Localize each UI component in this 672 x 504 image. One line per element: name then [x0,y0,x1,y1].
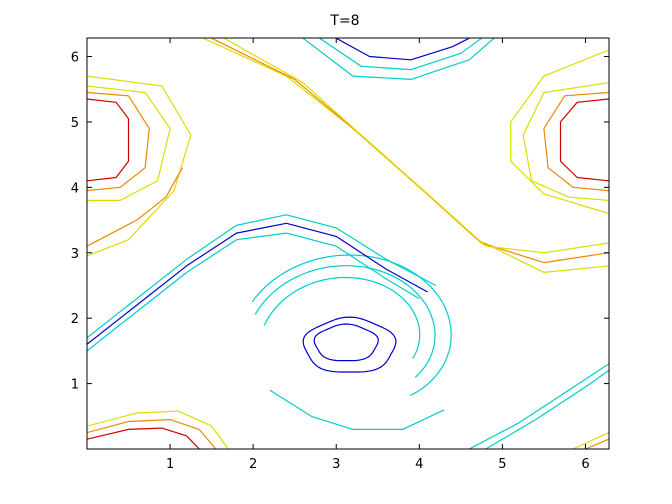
chart-title: T=8 [329,13,359,29]
contour-line-top-low [335,38,470,61]
contour-line-high-bottom-right [585,438,609,449]
contour-lines [87,38,609,449]
y-tick-label: 6 [71,51,79,66]
contour-line-high-left [87,91,150,192]
y-tick-label: 5 [71,116,79,131]
x-tick-label: 1 [166,457,174,472]
contour-line-low-mid-edge [485,370,609,449]
contour-line-high-bottom [87,419,217,449]
contour-line-low-mid [254,265,436,378]
contour-line-high-mid-left [87,85,171,201]
contour-line-low-mid-edge [468,363,609,449]
x-tick-label: 4 [415,457,423,472]
contour-line-low-mid-tail [269,389,445,430]
x-tick-label: 5 [498,457,506,472]
y-tick-label: 3 [71,247,79,262]
contour-line-top-low-mid [302,38,495,80]
y-tick-label: 2 [71,312,79,327]
contour-line-low-mid-arm [87,214,437,339]
contour-line-peak-bottom [87,427,200,449]
contour-line-high-mid-bottom [87,410,229,449]
plot-area [87,38,609,449]
contour-line-low-mid [263,276,421,359]
contour-line-high-mid-right-arm [510,49,609,215]
contour-line-low-mid-arm [87,232,420,352]
x-tick-label: 6 [581,457,589,472]
contour-line-top-low-mid [319,38,482,71]
contour-line-high-right [543,91,609,192]
y-tick-label: 1 [71,378,79,393]
y-axis-ticks: 1 2 3 4 5 6 [71,51,609,393]
contour-line-low [302,316,397,373]
contour-line-high-mid-left-arm [87,75,192,257]
contour-line-peak-left [87,98,130,182]
contour-line-low-inner [313,323,379,362]
contour-line-high-mid-bottom-right [572,432,609,449]
y-tick-label: 4 [71,181,79,196]
x-tick-label: 2 [249,457,257,472]
contour-line-low-arm [87,222,428,345]
x-axis-ticks: 1 2 3 4 5 6 [166,38,590,472]
axes-box [86,37,610,450]
contour-line-peak-right [559,98,609,182]
contour-line-diagonal-high-mid [223,38,609,254]
contour-line-high-left-arm [87,167,184,247]
contour-line-high-mid-right [522,82,609,201]
contour-line-low-mid [251,254,452,397]
x-tick-label: 3 [332,457,340,472]
